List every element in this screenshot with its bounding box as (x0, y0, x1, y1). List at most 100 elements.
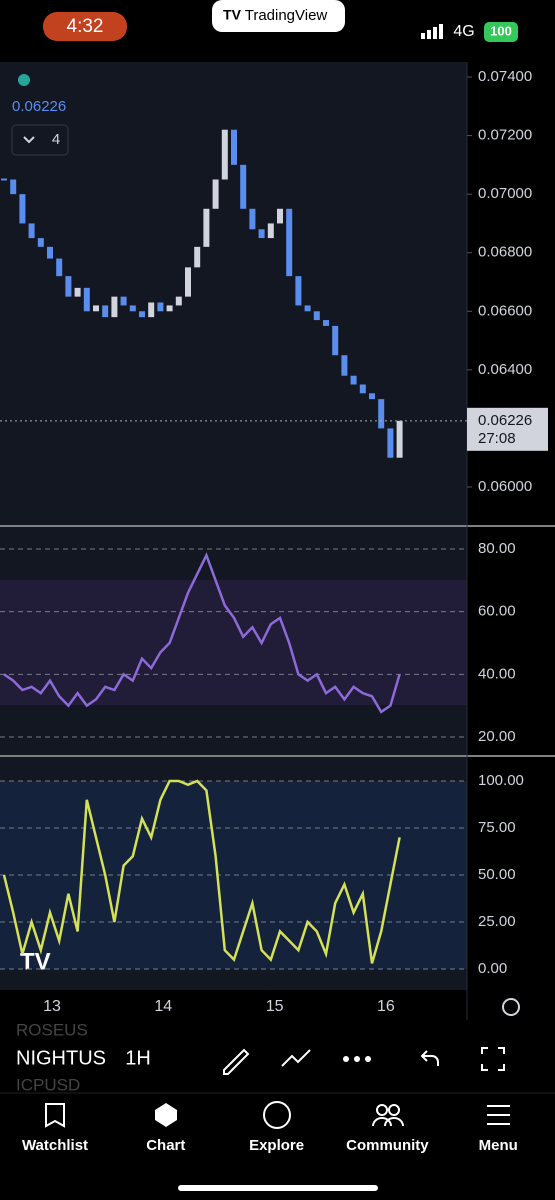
y-tick-label: 0.06600 (478, 302, 532, 319)
candle (93, 305, 99, 312)
candle (350, 375, 357, 385)
candle (258, 229, 265, 239)
x-tick-label: 15 (266, 998, 284, 1015)
candle (185, 267, 191, 297)
y-tick-label: 50.00 (478, 866, 516, 883)
tools-icon[interactable] (281, 1049, 311, 1067)
undo-icon[interactable] (420, 1050, 439, 1066)
rsi-line (3, 552, 401, 714)
fullscreen-icon[interactable] (481, 1047, 505, 1071)
candle (129, 305, 136, 312)
candle (369, 393, 375, 400)
app-name: TradingView (245, 7, 328, 24)
price-label-box (467, 407, 548, 451)
x-tick-label: 14 (154, 998, 172, 1015)
network: 4G (453, 23, 474, 40)
price-label: 0.06226 (478, 412, 532, 429)
more-icon[interactable] (343, 1056, 371, 1062)
settings-icon[interactable] (502, 998, 520, 1016)
candle (194, 246, 201, 268)
time-pill (43, 12, 127, 41)
candle (166, 305, 173, 312)
candle (175, 296, 182, 306)
chevron (23, 136, 35, 144)
candle (102, 305, 109, 318)
candle (157, 302, 164, 312)
signal-icon (421, 24, 443, 39)
status-time: 4:32 (67, 16, 104, 37)
watchlist-icon (45, 1103, 65, 1128)
indicators-button[interactable] (11, 124, 69, 156)
candle (120, 296, 127, 306)
nav-label[interactable]: Chart (146, 1137, 185, 1154)
candle (111, 296, 118, 318)
candle (396, 420, 403, 458)
indicator-count: 4 (52, 131, 60, 148)
community-icon (372, 1104, 404, 1127)
candle (295, 276, 302, 306)
candle (304, 305, 311, 312)
candle (221, 129, 228, 180)
candle (1, 178, 7, 181)
nav-label[interactable]: Watchlist (22, 1137, 88, 1154)
y-tick-label: 100.00 (478, 772, 524, 789)
app-pill (212, 0, 345, 32)
last-price: 0.06226 (12, 98, 66, 115)
candle (203, 208, 210, 247)
y-tick-label: 0.06000 (478, 478, 532, 495)
candle (148, 302, 155, 318)
y-tick-label: 0.07400 (478, 68, 532, 85)
explore-icon (263, 1101, 291, 1129)
candle (323, 320, 329, 326)
candle (277, 208, 283, 224)
battery (484, 22, 518, 42)
y-tick-label: 75.00 (478, 819, 516, 836)
nav-label[interactable]: Community (346, 1137, 429, 1154)
candle (56, 258, 63, 277)
nav-label[interactable]: Menu (479, 1137, 518, 1154)
y-tick-label: 40.00 (478, 665, 516, 682)
candle (10, 179, 17, 195)
menu-icon (487, 1105, 510, 1125)
y-tick-label: 20.00 (478, 728, 516, 745)
y-tick-label: 60.00 (478, 603, 516, 620)
draw-icon[interactable] (223, 1048, 250, 1075)
candle (212, 179, 219, 209)
candle (286, 208, 293, 277)
y-tick-label: 0.06400 (478, 361, 532, 378)
candle (341, 355, 348, 376)
candle (19, 194, 26, 224)
nav-label[interactable]: Explore (249, 1137, 304, 1154)
chart-icon (155, 1103, 177, 1127)
app-logo: TV (223, 7, 242, 23)
candle (387, 428, 394, 458)
candle (47, 246, 53, 259)
candle (28, 223, 35, 239)
candle (37, 238, 44, 247)
candle (231, 129, 237, 165)
ghost-symbol: ICPUSD (16, 1075, 80, 1094)
status-dot (18, 74, 30, 86)
countdown: 27:08 (478, 430, 516, 447)
candle (139, 311, 145, 318)
interval[interactable]: 1H (125, 1047, 151, 1069)
y-tick-label: 0.06800 (478, 244, 532, 261)
y-tick-label: 0.00 (478, 960, 507, 977)
ghost-symbol: ROSEUS (16, 1020, 88, 1039)
candle (378, 399, 385, 429)
y-tick-label: 0.07200 (478, 127, 532, 144)
home-indicator (178, 1185, 378, 1191)
y-tick-label: 25.00 (478, 913, 516, 930)
candle (74, 287, 81, 297)
candle (267, 223, 274, 239)
candle (240, 164, 247, 209)
tv-watermark: TV (20, 948, 51, 975)
y-tick-label: 0.07000 (478, 185, 532, 202)
candle (359, 384, 366, 394)
candle (83, 287, 90, 312)
x-tick-label: 13 (43, 998, 61, 1015)
symbol[interactable]: NIGHTUS (16, 1047, 106, 1069)
candle (313, 311, 320, 321)
